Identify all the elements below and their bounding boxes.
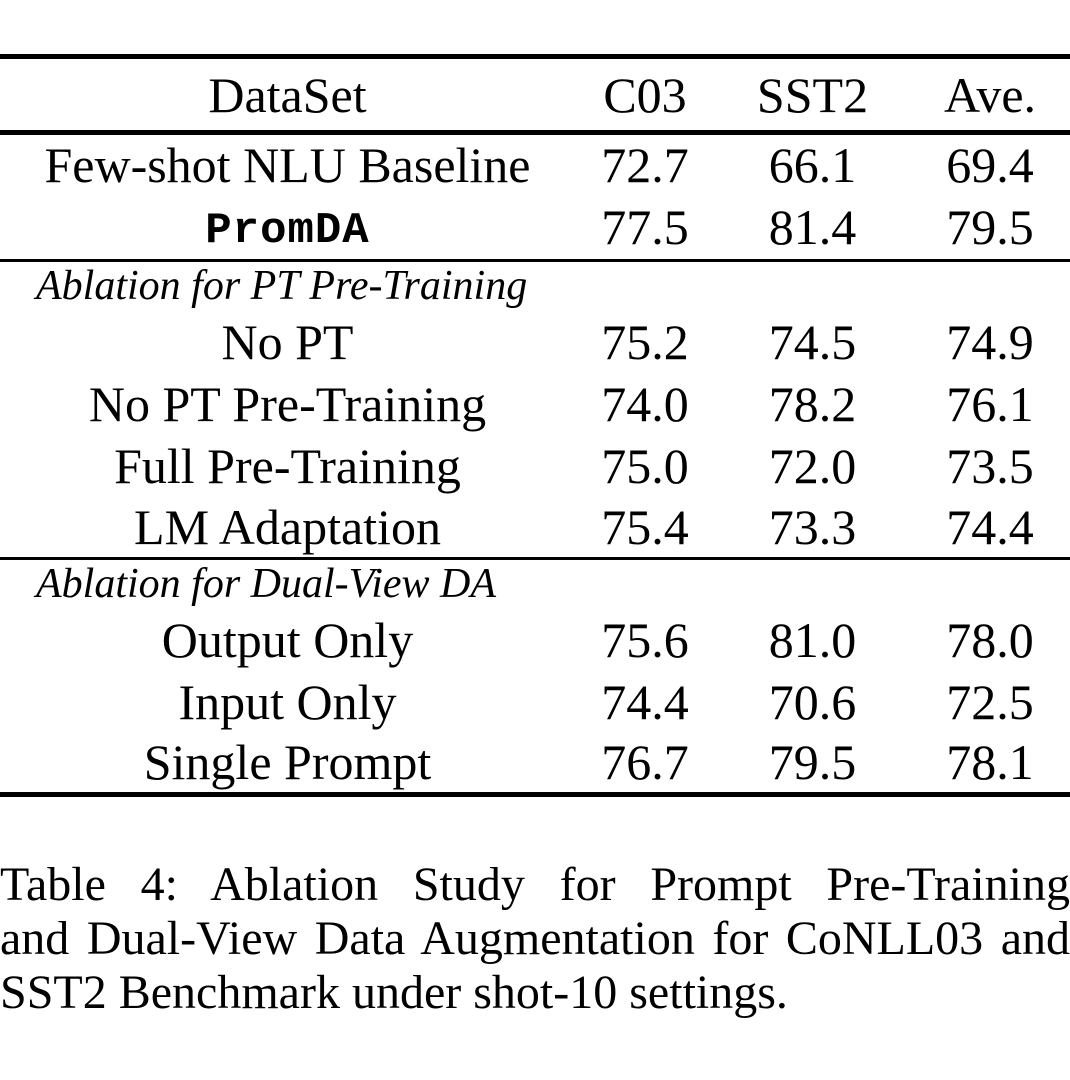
table-row-lm-adaptation: LM Adaptation 75.4 73.3 74.4 (0, 497, 1070, 559)
cell-c03: 75.2 (601, 313, 689, 370)
table-row-no-pt: No PT 75.2 74.5 74.9 (0, 311, 1070, 373)
table-row-no-pt-pretraining: No PT Pre-Training 74.0 78.2 76.1 (0, 373, 1070, 435)
section-dual-view-da: Ablation for Dual-View DA Output Only 75… (0, 557, 1070, 795)
table-row-fewshot-baseline: Few-shot NLU Baseline 72.7 66.1 69.4 (0, 133, 1070, 195)
cell-c03: 76.7 (601, 734, 689, 791)
section-header-dual-view-da: Ablation for Dual-View DA (0, 557, 1070, 609)
row-label: LM Adaptation (134, 498, 441, 555)
section-baselines: Few-shot NLU Baseline 72.7 66.1 69.4 Pro… (0, 133, 1070, 261)
cell-ave: 74.4 (946, 498, 1034, 555)
ablation-results-table: DataSet C03 SST2 Ave. Few-shot NLU Basel… (0, 54, 1070, 797)
caption-line: and Dual-View Data Augmentation for CoNL… (0, 912, 1070, 965)
column-header-ave: Ave. (910, 56, 1070, 135)
cell-sst2: 74.5 (768, 313, 857, 370)
table-row-full-pretraining: Full Pre-Training 75.0 72.0 73.5 (0, 435, 1070, 497)
row-label: PromDA (0, 195, 575, 261)
cell-ave: 78.1 (946, 734, 1034, 791)
cell-ave: 74.9 (946, 313, 1034, 370)
table-row-output-only: Output Only 75.6 81.0 78.0 (0, 609, 1070, 671)
cell-ave: 73.5 (946, 437, 1034, 494)
cell-c03: 72.7 (601, 136, 689, 193)
section-pt-pretraining: Ablation for PT Pre-Training No PT 75.2 … (0, 259, 1070, 559)
cell-ave: 79.5 (946, 198, 1034, 255)
row-label: No PT (221, 313, 354, 370)
cell-c03: 77.5 (601, 198, 689, 255)
promda-method-name: PromDA (205, 206, 370, 257)
section-header-pt-pretraining: Ablation for PT Pre-Training (0, 259, 1070, 311)
table-caption: Table 4: Ablation Study for Prompt Pre-T… (0, 858, 1070, 1020)
cell-ave: 78.0 (946, 611, 1034, 668)
cell-sst2: 73.3 (768, 498, 857, 555)
cell-c03: 75.6 (601, 611, 689, 668)
table-row-input-only: Input Only 74.4 70.6 72.5 (0, 671, 1070, 733)
row-label: Output Only (161, 611, 414, 668)
table-header-row: DataSet C03 SST2 Ave. (0, 56, 1070, 135)
column-header-dataset: DataSet (0, 56, 575, 135)
cell-sst2: 81.0 (768, 611, 857, 668)
cell-ave: 69.4 (946, 136, 1034, 193)
row-label: Few-shot NLU Baseline (44, 136, 531, 193)
section-header-label: Ablation for PT Pre-Training (0, 259, 1070, 311)
table-row-single-prompt: Single Prompt 76.7 79.5 78.1 (0, 733, 1070, 795)
cell-c03: 75.4 (601, 498, 689, 555)
row-label: Full Pre-Training (114, 437, 461, 494)
cell-ave: 76.1 (946, 375, 1034, 432)
section-header-label: Ablation for Dual-View DA (0, 557, 1070, 609)
row-label: Input Only (178, 673, 397, 730)
cell-ave: 72.5 (946, 673, 1034, 730)
cell-sst2: 81.4 (768, 198, 857, 255)
cell-sst2: 66.1 (768, 136, 857, 193)
row-label: Single Prompt (143, 734, 432, 791)
cell-sst2: 79.5 (768, 734, 857, 791)
cell-sst2: 78.2 (768, 375, 857, 432)
column-header-sst2: SST2 (715, 56, 910, 135)
caption-line: SST2 Benchmark under shot-10 settings. (0, 966, 788, 1019)
table-row-promda: PromDA 77.5 81.4 79.5 (0, 195, 1070, 261)
cell-sst2: 72.0 (768, 437, 857, 494)
cell-c03: 74.0 (601, 375, 689, 432)
column-header-c03: C03 (575, 56, 715, 135)
cell-c03: 74.4 (601, 673, 689, 730)
cell-c03: 75.0 (601, 437, 689, 494)
cell-sst2: 70.6 (768, 673, 857, 730)
row-label: No PT Pre-Training (88, 375, 487, 432)
caption-line: Table 4: Ablation Study for Prompt Pre-T… (0, 858, 1070, 911)
